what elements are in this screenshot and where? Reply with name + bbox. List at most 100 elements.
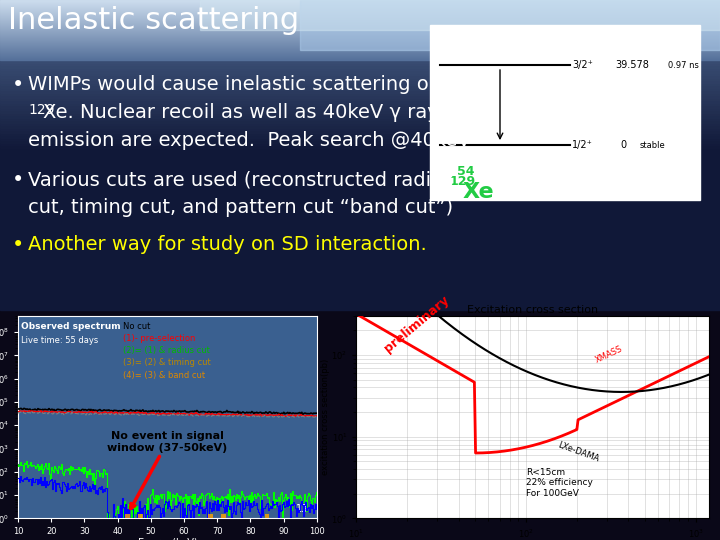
- Bar: [0, 11, 720, 12]
- Bar: [208, 514, 213, 540]
- Bar: [0, 8, 720, 10]
- Bar: [0, 12, 720, 13]
- Bar: [0, 37, 720, 38]
- Bar: [0, 33, 720, 34]
- Bar: [0, 28, 720, 30]
- Bar: [0, 16, 720, 17]
- Text: Live time: 55 days: Live time: 55 days: [21, 336, 98, 345]
- Bar: [0, 125, 720, 127]
- Bar: [0, 2, 720, 3]
- Bar: [0, 120, 720, 123]
- Bar: [0, 27, 720, 28]
- Bar: [0, 105, 720, 107]
- Bar: [0, 90, 720, 310]
- Bar: [264, 514, 269, 540]
- Bar: [221, 514, 226, 540]
- Bar: [0, 28, 720, 29]
- Bar: [0, 5, 720, 8]
- Bar: [0, 57, 720, 58]
- Bar: [0, 22, 720, 25]
- Bar: [0, 43, 720, 45]
- Text: 1/2⁺: 1/2⁺: [572, 140, 593, 150]
- Bar: [0, 2, 720, 5]
- Bar: [0, 10, 720, 11]
- Bar: [0, 13, 720, 14]
- Bar: [0, 87, 720, 90]
- Bar: [0, 50, 720, 51]
- Bar: [125, 514, 130, 540]
- Bar: [0, 63, 720, 65]
- Text: cut, timing cut, and pattern cut “band cut”): cut, timing cut, and pattern cut “band c…: [28, 198, 453, 217]
- Bar: [0, 8, 720, 9]
- Bar: [0, 18, 720, 19]
- Text: WIMPs would cause inelastic scattering on: WIMPs would cause inelastic scattering o…: [28, 75, 441, 94]
- Bar: [0, 32, 720, 35]
- Bar: [0, 83, 720, 85]
- Bar: [0, 46, 720, 47]
- Bar: [0, 25, 720, 28]
- Bar: [0, 24, 720, 25]
- Text: 129: 129: [28, 103, 55, 117]
- Bar: [0, 43, 720, 44]
- Bar: [0, 48, 720, 50]
- Bar: [0, 14, 720, 15]
- Bar: [0, 20, 720, 21]
- Text: 54: 54: [457, 165, 474, 178]
- Bar: [0, 10, 720, 12]
- Bar: [0, 4, 720, 5]
- Bar: [0, 15, 720, 17]
- Bar: [0, 115, 720, 118]
- Bar: [0, 23, 720, 24]
- Text: 0: 0: [620, 140, 626, 150]
- Bar: [0, 45, 720, 46]
- Bar: [0, 112, 720, 115]
- Bar: [0, 0, 720, 1]
- Bar: [0, 107, 720, 110]
- Text: (1)- pre-selection: (1)- pre-selection: [122, 334, 195, 343]
- Bar: [0, 3, 720, 4]
- Bar: [0, 95, 720, 98]
- Title: Excitation cross section: Excitation cross section: [467, 305, 598, 315]
- Bar: [0, 9, 720, 10]
- Text: 39.578: 39.578: [615, 60, 649, 70]
- Bar: [0, 143, 720, 145]
- Text: (4)= (3) & band cut: (4)= (3) & band cut: [122, 370, 204, 380]
- Text: Inelastic scattering: Inelastic scattering: [8, 6, 299, 35]
- Bar: [0, 49, 720, 50]
- Bar: [0, 39, 720, 40]
- Bar: [0, 47, 720, 48]
- Bar: [0, 19, 720, 20]
- Bar: [0, 55, 720, 57]
- Text: Xe. Nuclear recoil as well as 40keV γ ray: Xe. Nuclear recoil as well as 40keV γ ra…: [43, 103, 438, 122]
- Bar: [0, 65, 720, 68]
- Bar: [0, 85, 720, 87]
- Bar: [0, 53, 720, 54]
- Bar: [0, 147, 720, 150]
- Bar: [0, 17, 720, 20]
- Bar: [0, 30, 720, 31]
- Bar: [0, 127, 720, 130]
- Bar: [0, 75, 720, 78]
- Text: 3/2⁺: 3/2⁺: [572, 60, 593, 70]
- Bar: [0, 117, 720, 120]
- Bar: [138, 514, 143, 540]
- Text: •: •: [12, 170, 24, 190]
- Text: (2)= (1) & radius cut: (2)= (1) & radius cut: [122, 346, 210, 355]
- Bar: [0, 55, 720, 56]
- Bar: [0, 140, 720, 143]
- Bar: [0, 34, 720, 35]
- Bar: [0, 48, 720, 49]
- Text: Various cuts are used (reconstructed radius: Various cuts are used (reconstructed rad…: [28, 170, 454, 189]
- Text: R<15cm
22% efficiency
For 100GeV: R<15cm 22% efficiency For 100GeV: [526, 468, 593, 497]
- Bar: [0, 92, 720, 95]
- Bar: [0, 35, 720, 36]
- Text: •: •: [12, 75, 24, 95]
- Bar: [300, 0, 720, 50]
- Bar: [0, 68, 720, 70]
- Text: Another way for study on SD interaction.: Another way for study on SD interaction.: [28, 235, 427, 254]
- Bar: [0, 40, 720, 43]
- Bar: [0, 90, 720, 92]
- Bar: [0, 132, 720, 135]
- Bar: [0, 58, 720, 59]
- Bar: [430, 25, 700, 200]
